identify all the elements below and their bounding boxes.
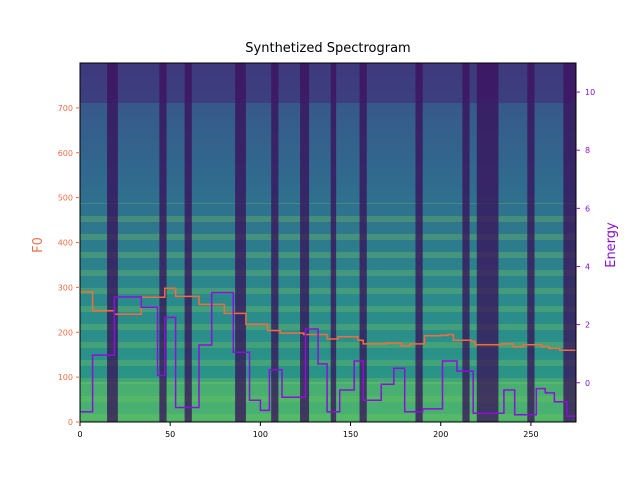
spectrogram-dark-column [300,63,310,422]
spectrogram-heatmap [80,63,576,422]
y-right-tick-label: 6 [585,204,590,213]
spectrogram-dark-column [184,63,192,422]
x-tick-label: 200 [433,430,448,439]
y-right-tick-label: 8 [585,146,590,155]
y-left-tick-label: 700 [58,104,73,113]
spectrogram-dark-column [159,63,167,422]
y-left-tick-label: 200 [58,328,73,337]
series-line-f0 [80,287,576,351]
y-right-tick-label: 10 [585,88,595,97]
y-left-tick-label: 400 [58,239,73,248]
y-axis-right-label: Energy [604,222,619,268]
y-left-tick-label: 300 [58,283,73,292]
y-left-tick-label: 100 [58,373,73,382]
spectrogram-dark-column [235,63,246,422]
y-axis-left-label: F0 [31,237,46,253]
spectrogram-dark-column [527,63,535,422]
spectrogram-dark-column [271,63,279,422]
x-tick-label: 0 [77,430,82,439]
x-tick-label: 100 [253,430,268,439]
spectrogram-dark-column [107,63,118,422]
spectrogram-dark-column [476,63,499,422]
y-left-tick-label: 500 [58,194,73,203]
spectrogram-dark-column [359,63,367,422]
spectrogram-dark-column [563,63,576,422]
y-right-tick-label: 4 [585,262,590,271]
spectrogram-dark-column [330,63,337,422]
spectrogram-low-band [80,382,576,422]
x-tick-label: 150 [343,430,358,439]
x-tick-label: 50 [165,430,175,439]
x-tick-label: 250 [523,430,538,439]
spectrogram-top-shade [80,63,576,103]
y-right-tick-label: 2 [585,321,590,330]
spectrogram-dark-column [415,63,423,422]
y-right-tick-label: 0 [585,379,590,388]
y-left-tick-label: 600 [58,149,73,158]
chart-title: Synthetized Spectrogram [245,41,411,56]
series-line-energy [80,291,576,417]
spectrogram-dark-column [462,63,470,422]
y-left-tick-label: 0 [68,418,73,427]
